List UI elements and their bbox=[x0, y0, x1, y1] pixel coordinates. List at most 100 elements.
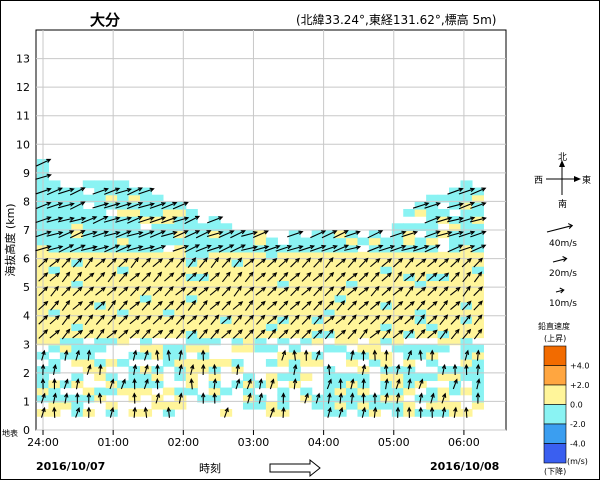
wind-vector bbox=[95, 300, 106, 311]
color-legend-box bbox=[543, 423, 567, 444]
vertical-speed-cell bbox=[105, 373, 118, 382]
wind-vector bbox=[244, 286, 255, 296]
vertical-speed-cell bbox=[128, 237, 141, 246]
wind-vector bbox=[304, 392, 309, 404]
vertical-speed-cell bbox=[220, 294, 233, 303]
wind-vector bbox=[255, 329, 266, 339]
wind-vector bbox=[335, 329, 347, 339]
wind-vector bbox=[178, 363, 183, 376]
wind-vector bbox=[473, 328, 483, 340]
vertical-speed-cell bbox=[162, 344, 175, 353]
x-tick-label: 04:00 bbox=[308, 436, 340, 449]
wind-vector bbox=[187, 272, 198, 282]
wind-vector bbox=[132, 406, 137, 418]
wind-vector bbox=[221, 315, 232, 325]
wind-vector bbox=[290, 286, 300, 297]
vertical-speed-cell bbox=[140, 387, 153, 396]
vertical-speed-cell bbox=[151, 237, 164, 246]
vertical-speed-cell bbox=[426, 280, 439, 289]
wind-vector bbox=[324, 271, 335, 282]
vertical-speed-cell bbox=[414, 373, 427, 382]
wind-vector bbox=[349, 392, 355, 404]
vertical-speed-cell bbox=[59, 323, 72, 332]
vertical-speed-cell bbox=[151, 208, 164, 217]
wind-vector bbox=[106, 286, 118, 296]
vertical-speed-cell bbox=[254, 337, 267, 346]
wind-vector bbox=[292, 363, 298, 376]
wind-vector bbox=[382, 300, 391, 311]
wind-vector bbox=[406, 406, 412, 418]
vertical-speed-cell bbox=[197, 294, 210, 303]
vertical-speed-cell bbox=[426, 358, 439, 367]
wind-vector bbox=[361, 406, 367, 418]
wind-vector bbox=[430, 392, 435, 404]
wind-vector bbox=[301, 272, 312, 282]
wind-vector bbox=[175, 286, 187, 296]
vertical-speed-cell bbox=[403, 358, 416, 367]
wind-vector bbox=[129, 315, 141, 325]
vertical-speed-cell bbox=[243, 387, 256, 396]
color-legend-box bbox=[543, 345, 567, 366]
wind-vector bbox=[290, 329, 300, 339]
vertical-speed-cell bbox=[174, 401, 187, 410]
vertical-speed-cell bbox=[460, 323, 473, 332]
wind-vector bbox=[233, 257, 243, 268]
wind-vector bbox=[326, 378, 332, 390]
vertical-speed-cell bbox=[117, 251, 130, 260]
vertical-speed-cell bbox=[208, 251, 221, 260]
wind-vector bbox=[435, 216, 453, 223]
wind-vector bbox=[359, 328, 368, 340]
wind-vector bbox=[416, 314, 425, 326]
wind-vector bbox=[233, 285, 242, 297]
wind-vector bbox=[149, 230, 166, 238]
wind-vector bbox=[221, 271, 231, 283]
vertical-speed-cell bbox=[220, 223, 233, 232]
wind-vector bbox=[464, 349, 470, 361]
wind-vector bbox=[390, 244, 407, 252]
vertical-speed-cell bbox=[380, 373, 393, 382]
wind-vector bbox=[86, 349, 92, 361]
vertical-speed-cell bbox=[243, 373, 256, 382]
wind-vector bbox=[453, 406, 458, 418]
wind-vector bbox=[301, 314, 312, 325]
vertical-speed-cell bbox=[311, 323, 324, 332]
vertical-speed-cell bbox=[460, 237, 473, 246]
wind-vector bbox=[462, 285, 471, 297]
vertical-speed-cell bbox=[243, 237, 256, 246]
wind-vector bbox=[41, 349, 46, 361]
wind-vector bbox=[58, 244, 75, 253]
wind-vector bbox=[470, 202, 487, 209]
vertical-speed-cell bbox=[265, 401, 278, 410]
wind-vector bbox=[221, 329, 232, 339]
vertical-speed-cell bbox=[82, 266, 95, 274]
wind-vector bbox=[350, 378, 355, 390]
vertical-speed-cell bbox=[300, 237, 313, 246]
vertical-speed-cell bbox=[323, 373, 336, 382]
vertical-speed-cell bbox=[48, 266, 61, 274]
vertical-speed-cell bbox=[426, 251, 439, 260]
vertical-speed-cell bbox=[368, 266, 381, 274]
wind-vector bbox=[161, 216, 178, 224]
vertical-speed-cell bbox=[94, 308, 107, 317]
vertical-speed-cell bbox=[368, 294, 381, 303]
wind-vector bbox=[289, 272, 301, 282]
vertical-speed-cell bbox=[414, 344, 427, 353]
wind-vector bbox=[118, 329, 129, 339]
vertical-speed-cell bbox=[94, 323, 107, 332]
vertical-speed-cell bbox=[426, 194, 439, 203]
wind-vector bbox=[126, 231, 144, 237]
wind-vector bbox=[407, 363, 412, 376]
vertical-speed-cell bbox=[300, 280, 313, 289]
wind-vector bbox=[106, 329, 118, 339]
wind-vector bbox=[35, 158, 52, 167]
vertical-speed-cell bbox=[82, 180, 95, 189]
wind-vector bbox=[40, 378, 46, 390]
wind-vector bbox=[392, 329, 404, 339]
vertical-speed-cell bbox=[346, 251, 359, 260]
vertical-speed-cell bbox=[151, 280, 164, 289]
wind-vector bbox=[38, 286, 49, 297]
vertical-speed-cell bbox=[300, 294, 313, 303]
vertical-speed-cell bbox=[460, 294, 473, 303]
vertical-speed-cell bbox=[471, 251, 484, 260]
wind-vector bbox=[384, 349, 389, 361]
